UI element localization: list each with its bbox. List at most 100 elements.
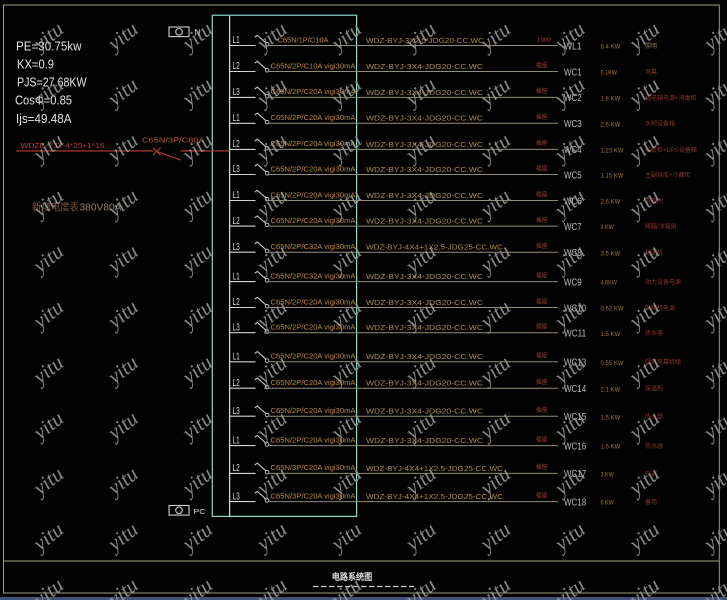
svg-text:热水器: 热水器	[645, 413, 663, 421]
svg-text:1.8 KW: 1.8 KW	[601, 96, 622, 103]
svg-text:插座: 插座	[536, 164, 548, 172]
svg-text:插座: 插座	[536, 491, 548, 499]
svg-text:3 KW: 3 KW	[601, 224, 615, 231]
svg-text:C65N/2P/C20A vigi30mA: C65N/2P/C20A vigi30mA	[271, 325, 356, 332]
svg-text:WDZ-BYJ-3X4-JDG20-CC.WC: WDZ-BYJ-3X4-JDG20-CC.WC	[366, 407, 484, 416]
svg-text:C65N/3P/C20A vigi30mA: C65N/3P/C20A vigi30mA	[271, 493, 356, 500]
svg-text:主副食库+冷藏柜: 主副食库+冷藏柜	[645, 171, 691, 179]
svg-text:WDZ-BYJ-3X4-JDG20-CC.WC: WDZ-BYJ-3X4-JDG20-CC.WC	[366, 436, 484, 445]
svg-text:2.1 KW: 2.1 KW	[601, 386, 622, 393]
svg-text:插座: 插座	[536, 61, 548, 69]
svg-text:插座: 插座	[536, 435, 548, 443]
svg-text:0.55 KW: 0.55 KW	[601, 360, 625, 367]
svg-text:L3: L3	[233, 406, 240, 417]
svg-text:L3: L3	[233, 87, 240, 98]
svg-text:WC8: WC8	[564, 247, 582, 259]
svg-text:WC7: WC7	[564, 221, 582, 233]
svg-text:WC1: WC1	[564, 66, 582, 78]
svg-text:插座: 插座	[536, 87, 548, 95]
svg-text:WC5: WC5	[564, 169, 582, 181]
svg-text:3.5 KW: 3.5 KW	[601, 250, 622, 257]
svg-text:WDZ-BYJ-3X4-JDG20-CC.WC: WDZ-BYJ-3X4-JDG20-CC.WC	[366, 191, 484, 200]
svg-text:CosΦ=0.85: CosΦ=0.85	[15, 93, 72, 107]
svg-text:WDZ-BYJ-3X4-JDG20-CC.WC: WDZ-BYJ-3X4-JDG20-CC.WC	[366, 62, 484, 71]
svg-text:WDZ-BYJ-3X4-JDG20-CC.WC: WDZ-BYJ-3X4-JDG20-CC.WC	[366, 323, 484, 332]
svg-text:C65N/2P/C20A vigi30mA: C65N/2P/C20A vigi30mA	[271, 192, 356, 199]
svg-text:插座: 插座	[536, 297, 548, 305]
svg-text:插座: 插座	[536, 323, 548, 331]
svg-text:1.5 KW: 1.5 KW	[601, 331, 622, 338]
svg-text:WC3: WC3	[564, 118, 582, 130]
svg-text:WDZ-BYJ-4X4+1X2.5-JDG25-CC.WC: WDZ-BYJ-4X4+1X2.5-JDG25-CC.WC	[366, 492, 504, 501]
svg-text:WC11: WC11	[564, 328, 586, 340]
svg-text:L3: L3	[233, 164, 240, 175]
svg-text:WDZ-BYJ-3X4-JDG20-CC.WC: WDZ-BYJ-3X4-JDG20-CC.WC	[366, 140, 484, 149]
svg-text:L1: L1	[233, 190, 240, 201]
svg-text:插座: 插座	[536, 113, 548, 121]
svg-text:插座: 插座	[536, 242, 548, 250]
svg-text:烤箱/冰箱组: 烤箱/冰箱组	[645, 223, 677, 231]
svg-text:L2: L2	[233, 378, 240, 389]
svg-text:1.23 KW: 1.23 KW	[601, 148, 625, 155]
svg-text:C65N/2P/C32A vigi30mA: C65N/2P/C32A vigi30mA	[271, 244, 356, 251]
svg-text:插座: 插座	[536, 352, 548, 360]
svg-text:C65N/2P/C20A vigi30mA: C65N/2P/C20A vigi30mA	[271, 115, 356, 122]
svg-text:C65N/2P/C20A vigi30mA: C65N/2P/C20A vigi30mA	[271, 218, 356, 225]
svg-text:C65N/2P/C20A vigi30mA: C65N/2P/C20A vigi30mA	[271, 89, 356, 96]
svg-text:L2: L2	[233, 297, 240, 308]
svg-text:WDZ-BYJ-3X4-JDG20-CC.WC: WDZ-BYJ-3X4-JDG20-CC.WC	[366, 352, 484, 361]
svg-text:3 KW: 3 KW	[601, 472, 615, 479]
svg-text:C65N/2P/C20A vigi30mA: C65N/2P/C20A vigi30mA	[271, 141, 356, 148]
svg-text:空调: 空调	[645, 470, 657, 478]
svg-text:0.62 KW: 0.62 KW	[601, 306, 625, 313]
svg-text:C65N/2P/C20A vigi30mA: C65N/2P/C20A vigi30mA	[271, 408, 356, 415]
svg-text:WDZ-BYJ-3X4-JDG20-CC.WC: WDZ-BYJ-3X4-JDG20-CC.WC	[366, 88, 484, 97]
svg-text:C65N/3P/C20A vigi30mA: C65N/3P/C20A vigi30mA	[271, 465, 356, 472]
svg-text:WDZ-BYJ-3X4-JDG20-CC.WC: WDZ-BYJ-3X4-JDG20-CC.WC	[366, 217, 484, 226]
svg-text:380V80A: 380V80A	[80, 203, 122, 214]
svg-text:WDZ-BYJ-3X4-JDG20-CC.WC: WDZ-BYJ-3X4-JDG20-CC.WC	[366, 114, 484, 123]
svg-text:PE=30.75kw: PE=30.75kw	[16, 39, 82, 53]
svg-text:C65N/2P/C20A vigi30mA: C65N/2P/C20A vigi30mA	[271, 299, 356, 306]
svg-text:WDZ-BYJ-3X4-JDG20-CC.WC: WDZ-BYJ-3X4-JDG20-CC.WC	[366, 379, 484, 388]
svg-text:WC13: WC13	[564, 357, 586, 369]
svg-text:WDZ-BYJ-4X4+1X2.5-JDG25-CC.WC: WDZ-BYJ-4X4+1X2.5-JDG25-CC.WC	[366, 464, 504, 473]
svg-text:WC18: WC18	[564, 496, 586, 508]
svg-text:C65N/1P/C10A: C65N/1P/C10A	[278, 37, 329, 44]
svg-text:6 KW: 6 KW	[601, 500, 615, 507]
svg-text:8.4 KW: 8.4 KW	[601, 44, 622, 51]
svg-text:1000: 1000	[537, 37, 551, 43]
svg-text:插座: 插座	[536, 378, 548, 386]
svg-text:新增电度表: 新增电度表	[32, 201, 79, 214]
svg-text:L2: L2	[233, 463, 240, 474]
svg-text:电路系统图: 电路系统图	[332, 571, 373, 582]
svg-text:1.5 KW: 1.5 KW	[601, 414, 622, 421]
svg-text:保温柜: 保温柜	[645, 385, 663, 393]
svg-text:2.6 KW: 2.6 KW	[601, 199, 622, 206]
svg-text:L2: L2	[233, 216, 240, 227]
svg-text:C65N/2P/C32A vigi30mA: C65N/2P/C32A vigi30mA	[271, 273, 356, 280]
svg-text:动力设备电源: 动力设备电源	[645, 278, 681, 286]
svg-text:备用: 备用	[645, 498, 657, 506]
svg-text:插座: 插座	[536, 216, 548, 224]
svg-text:C65N/2P/C20A vigi30mA: C65N/2P/C20A vigi30mA	[271, 437, 356, 444]
svg-text:L1: L1	[233, 435, 240, 446]
svg-text:L2: L2	[233, 139, 240, 150]
svg-text:WL1: WL1	[564, 40, 582, 52]
svg-text:L1: L1	[233, 35, 240, 46]
svg-text:C65N/3P/C80A: C65N/3P/C80A	[142, 135, 205, 144]
svg-text:Ijs=49.48A: Ijs=49.48A	[16, 112, 72, 126]
svg-text:L3: L3	[233, 491, 240, 502]
svg-text:插座: 插座	[536, 463, 548, 471]
svg-text:插座: 插座	[536, 271, 548, 279]
svg-text:咖啡机电源: 咖啡机电源	[645, 304, 675, 312]
svg-text:照明: 照明	[645, 43, 657, 50]
svg-text:KX=0.9: KX=0.9	[17, 57, 54, 71]
svg-text:4.6KW: 4.6KW	[601, 280, 618, 287]
svg-text:WC9: WC9	[564, 276, 582, 288]
svg-text:蒸饭柜+UPS设备箱: 蒸饭柜+UPS设备箱	[645, 146, 697, 154]
svg-text:WDZ-BYJ-3X4-JDG20-CC.WC: WDZ-BYJ-3X4-JDG20-CC.WC	[366, 272, 484, 281]
svg-text:插座: 插座	[536, 139, 548, 147]
svg-text:PC: PC	[194, 507, 207, 516]
svg-text:2.6 KW: 2.6 KW	[601, 121, 622, 128]
